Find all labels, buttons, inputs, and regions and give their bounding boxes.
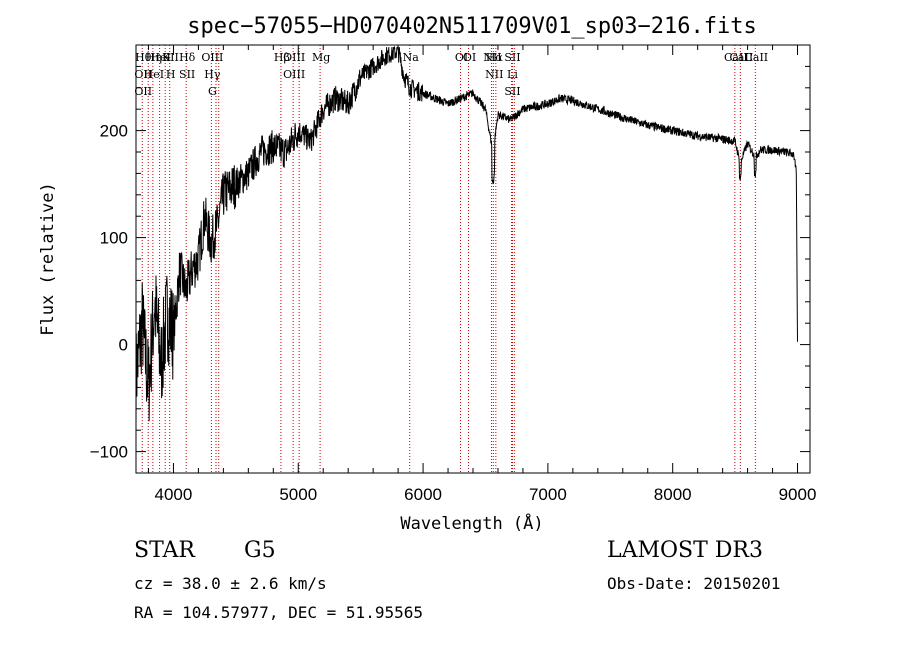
emission-line-label: H (166, 68, 176, 81)
y-axis: −100 0 100 200 (90, 65, 810, 462)
emission-line-label: CaII (744, 51, 768, 64)
emission-line-label: OIII (283, 51, 305, 64)
y-tick-label: −100 (90, 443, 128, 462)
emission-line-label: K (162, 51, 171, 64)
x-axis: 4000 5000 6000 7000 8000 9000 (147, 45, 817, 504)
x-tick-label: 6000 (404, 485, 442, 504)
emission-line-label: OIII (283, 68, 305, 81)
emission-line-label: Hη (146, 51, 162, 64)
emission-line-label: Hβ (274, 51, 290, 64)
y-tick-label: 0 (119, 336, 128, 355)
emission-line-label: SII (163, 51, 179, 64)
emission-line-label: OI (463, 51, 476, 64)
emission-line-label: Li (507, 68, 518, 81)
plot-frame (135, 44, 811, 474)
emission-line-label: G (208, 85, 217, 98)
x-tick-label: 5000 (279, 485, 317, 504)
chart-title: spec−57055−HD070402N511709V01_sp03−216.f… (187, 14, 757, 39)
x-tick-label: 9000 (779, 485, 817, 504)
emission-line-label: HeI (144, 68, 164, 81)
emission-line-label: Hδ (179, 51, 196, 64)
emission-line-label: SII (504, 51, 520, 64)
x-tick-label: 8000 (654, 485, 692, 504)
emission-line-label: Hα (486, 51, 504, 64)
object-type: STAR (134, 538, 195, 563)
x-axis-label: Wavelength (Å) (400, 512, 543, 534)
x-tick-label: 7000 (529, 485, 567, 504)
redshift-readout: cz = 38.0 ± 2.6 km/s (134, 574, 327, 593)
emission-line-label: CaII (724, 51, 748, 64)
emission-line-label: CaII (730, 51, 754, 64)
emission-line-labels: HθOIIOIIHηHeIHeIKSIIHHδSIIOIIIHγGHβOIIIO… (134, 51, 768, 98)
emission-line-label: Hγ (204, 68, 221, 81)
observation-date: Obs-Date: 20150201 (607, 574, 781, 593)
emission-line-label: OIII (201, 51, 223, 64)
emission-line-label: SII (504, 85, 520, 98)
survey-name: LAMOST DR3 (607, 538, 763, 563)
emission-line-label: OI (455, 51, 468, 64)
emission-line-label: Mg (312, 51, 330, 64)
emission-line-label: OII (134, 85, 152, 98)
emission-line-label: OII (134, 68, 152, 81)
y-axis-label: Flux (relative) (38, 182, 58, 336)
x-tick-label: 4000 (155, 485, 193, 504)
spectrum-line (135, 45, 798, 425)
coordinates-readout: RA = 104.57977, DEC = 51.95565 (134, 603, 423, 622)
y-tick-label: 200 (100, 122, 128, 141)
emission-line-label: NII (485, 68, 503, 81)
emission-line-label: SII (179, 68, 195, 81)
emission-line-label: NII (483, 51, 501, 64)
y-tick-label: 100 (100, 229, 128, 248)
spectral-class: G5 (244, 538, 276, 563)
emission-line-label: Na (403, 51, 420, 64)
emission-line-label: HeI (150, 51, 170, 64)
emission-line-markers (141, 45, 756, 473)
emission-line-label: Hθ (135, 51, 152, 64)
